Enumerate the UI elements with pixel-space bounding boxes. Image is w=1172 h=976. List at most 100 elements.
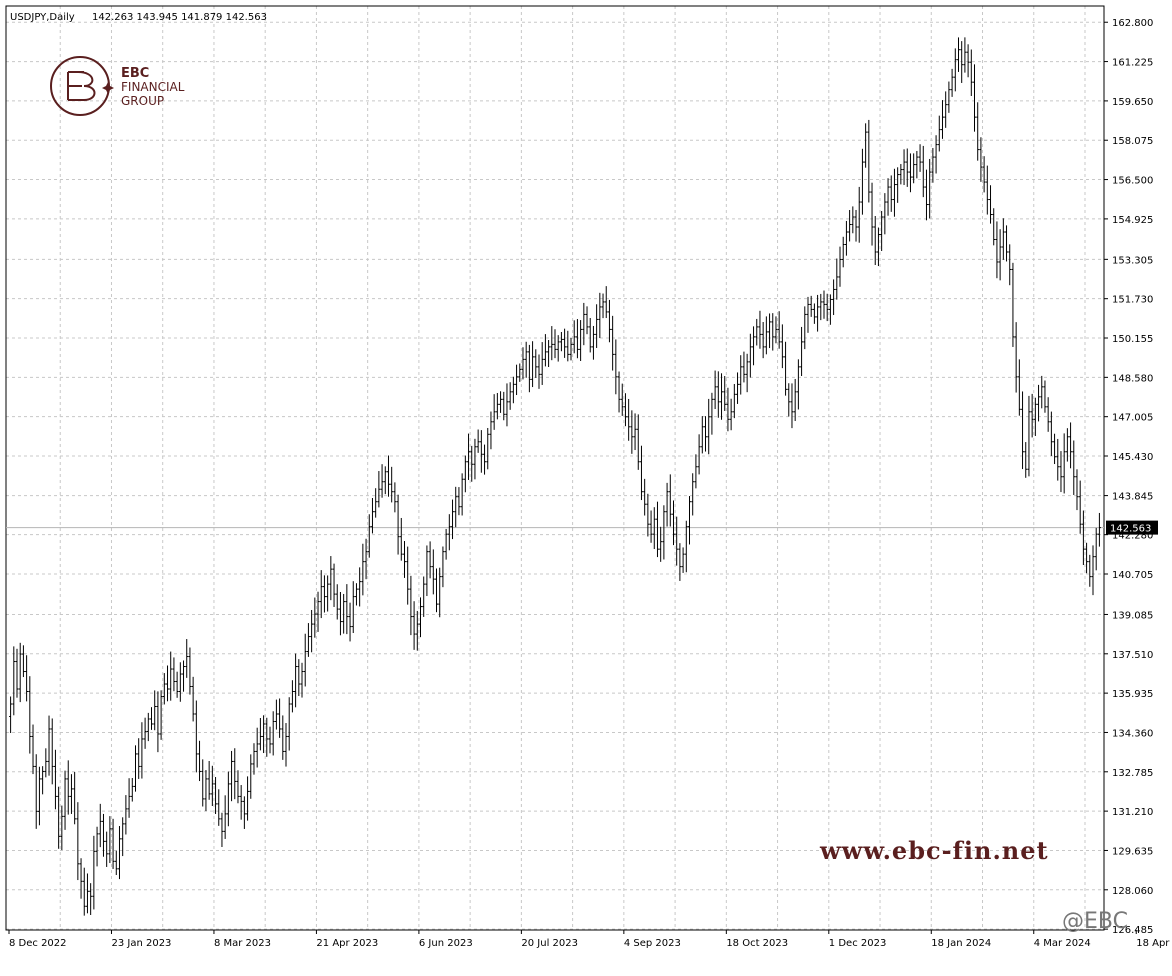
ohlc-bar — [489, 411, 493, 450]
y-tick-label: 154.925 — [1112, 215, 1153, 226]
ohlc-bar — [691, 473, 695, 516]
ohlc-bar — [1040, 375, 1044, 409]
ohlc-bar — [21, 645, 25, 678]
ohlc-bar — [1001, 218, 1005, 260]
ohlc-bar — [540, 342, 544, 385]
ohlc-bar — [467, 433, 471, 480]
ohlc-bar — [460, 473, 464, 516]
ohlc-bar — [1017, 359, 1021, 416]
ohlc-bar — [662, 505, 666, 560]
ohlc-bar — [79, 858, 83, 899]
ohlc-bar — [34, 754, 38, 829]
ohlc-bar — [675, 516, 679, 566]
ohlc-bar — [342, 593, 346, 634]
ohlc-bar — [870, 182, 874, 246]
ohlc-bar — [998, 229, 1002, 281]
x-tick-label: 1 Dec 2023 — [829, 938, 887, 949]
ohlc-bar — [18, 642, 22, 703]
ohlc-bar — [678, 543, 682, 581]
ohlc-bar — [374, 488, 378, 518]
ohlc-bar — [1043, 380, 1047, 413]
x-tick-label: 18 Jan 2024 — [931, 938, 991, 949]
ohlc-bar — [547, 340, 551, 368]
ohlc-bar — [755, 318, 759, 346]
ohlc-bar — [396, 494, 400, 555]
ohlc-bar — [473, 438, 477, 480]
ohlc-bar — [361, 543, 365, 596]
y-tick-label: 137.510 — [1112, 650, 1153, 661]
ohlc-bar — [617, 371, 621, 413]
ohlc-bar — [98, 803, 102, 848]
ohlc-bar — [53, 749, 57, 810]
y-tick-label: 139.085 — [1112, 610, 1153, 621]
ohlc-bar — [931, 148, 935, 183]
ohlc-bar — [246, 776, 250, 821]
ohlc-bar — [659, 526, 663, 562]
ohlc-bar — [188, 647, 192, 695]
ohlc-bar — [204, 770, 208, 812]
ohlc-bar — [367, 514, 371, 558]
ohlc-bar — [524, 341, 528, 378]
ohlc-bar — [704, 416, 708, 452]
ohlc-bar — [201, 759, 205, 807]
ohlc-bar — [588, 317, 592, 353]
x-tick-label: 18 Oct 2023 — [726, 938, 788, 949]
ohlc-bar — [194, 700, 198, 773]
ohlc-bar — [556, 335, 560, 362]
ohlc-bar — [707, 398, 711, 455]
ohlc-bar — [114, 850, 118, 876]
ohlc-bar — [95, 826, 99, 867]
ohlc-bar — [217, 789, 221, 826]
ohlc-bar — [73, 772, 77, 825]
ohlc-bar — [44, 748, 48, 778]
ohlc-bar — [905, 148, 909, 187]
ohlc-bar — [191, 676, 195, 722]
ohlc-bar — [402, 541, 406, 578]
ohlc-bar — [415, 610, 419, 651]
ohlc-bar — [748, 333, 752, 378]
ohlc-bar — [1030, 393, 1034, 438]
ohlc-bar — [620, 383, 624, 416]
ohlc-bar — [848, 210, 852, 242]
ohlc-bar — [451, 499, 455, 540]
ohlc-bar — [159, 690, 163, 740]
ohlc-bar — [162, 673, 166, 705]
ohlc-bar — [800, 326, 804, 376]
x-tick-label: 8 Mar 2023 — [214, 938, 271, 949]
ohlc-bar — [671, 500, 675, 546]
ohlc-bar — [963, 37, 967, 73]
ohlc-bar — [172, 657, 176, 692]
ohlc-bar — [406, 546, 410, 605]
ohlc-bar — [883, 193, 887, 235]
ohlc-bar — [543, 334, 547, 367]
ohlc-bar — [335, 584, 339, 620]
ohlc-bar — [668, 474, 672, 527]
ohlc-bar — [47, 715, 51, 776]
ohlc-bar — [585, 306, 589, 335]
ohlc-bar — [579, 320, 583, 362]
ohlc-bar — [857, 186, 861, 243]
x-tick-label: 4 Mar 2024 — [1034, 938, 1091, 949]
ohlc-bar — [322, 575, 326, 613]
ohlc-bar — [124, 795, 128, 835]
ohlc-bar — [329, 556, 333, 601]
ohlc-bar — [274, 699, 278, 730]
ohlc-bar — [431, 549, 435, 595]
ohlc-bar — [918, 144, 922, 172]
ohlc-bar — [377, 471, 381, 508]
ohlc-bar — [527, 344, 531, 393]
ohlc-bar — [966, 44, 970, 78]
ohlc-bar — [806, 296, 810, 333]
ohlc-bar — [319, 570, 323, 619]
ohlc-bar — [921, 145, 925, 198]
ohlc-bar — [303, 633, 307, 687]
ohlc-bar — [370, 498, 374, 534]
ohlc-bar — [611, 315, 615, 371]
ohlc-bar — [771, 313, 775, 351]
ohlc-bar — [902, 149, 906, 186]
ohlc-bar — [117, 826, 121, 880]
ohlc-bar — [732, 383, 736, 419]
logo-brand-text: EBC — [121, 66, 149, 81]
x-tick-label: 8 Dec 2022 — [9, 938, 67, 949]
